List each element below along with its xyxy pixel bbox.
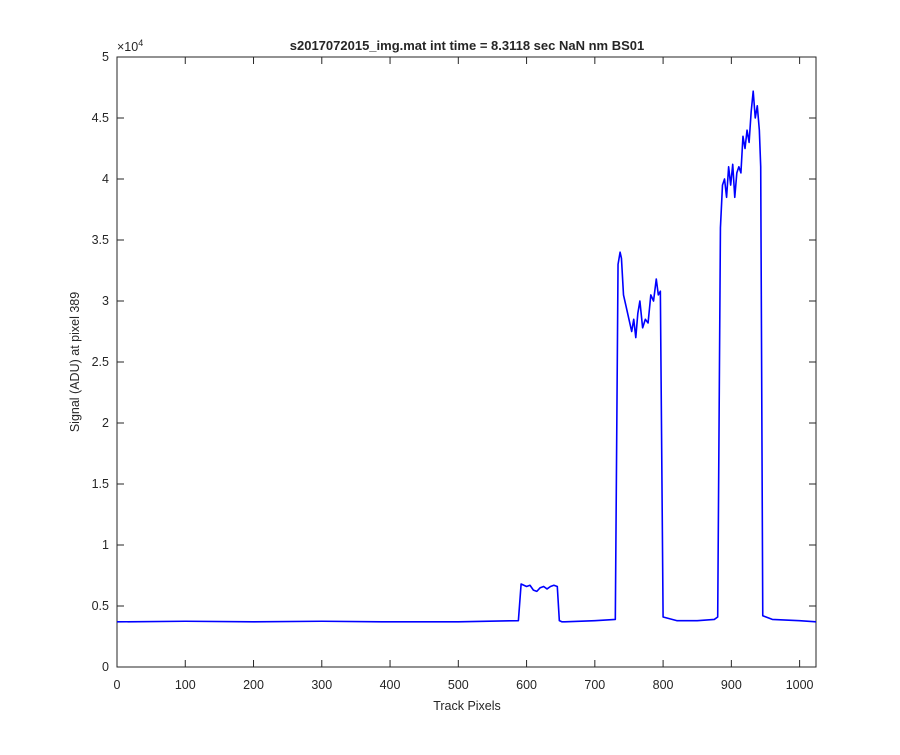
plot-area-box (116, 56, 817, 668)
y-tick-label: 1 (102, 538, 109, 552)
y-tick-label: 4 (102, 172, 109, 186)
y-axis-label: Signal (ADU) at pixel 389 (68, 292, 82, 432)
x-tick-label: 0 (114, 678, 121, 692)
x-tick-label: 100 (175, 678, 196, 692)
x-tick-label: 800 (653, 678, 674, 692)
y-tick-label: 5 (102, 50, 109, 64)
y-tick-label: 2.5 (92, 355, 109, 369)
series-group (116, 90, 817, 623)
y-tick-label: 1.5 (92, 477, 109, 491)
x-tick-label: 1000 (786, 678, 814, 692)
y-tick-label: 3 (102, 294, 109, 308)
y-exponent-base: ×10 (117, 40, 138, 54)
y-exponent-label: ×104 (117, 38, 143, 54)
y-tick-label: 3.5 (92, 233, 109, 247)
x-tick-label: 900 (721, 678, 742, 692)
x-tick-label: 700 (584, 678, 605, 692)
axes (116, 56, 817, 668)
x-tick-label: 400 (380, 678, 401, 692)
x-tick-label: 300 (311, 678, 332, 692)
y-tick-label: 0 (102, 660, 109, 674)
ticks: 0 100 200 300 400 500 600 700 800 900 1000 0 0.5 1 1.5… (92, 50, 816, 692)
y-tick-label: 4.5 (92, 111, 109, 125)
y-exponent-power: 4 (138, 38, 143, 48)
x-tick-label: 200 (243, 678, 264, 692)
y-tick-label: 0.5 (92, 599, 109, 613)
x-tick-label: 600 (516, 678, 537, 692)
x-tick-label: 500 (448, 678, 469, 692)
x-axis-label: Track Pixels (433, 699, 501, 713)
series-line (116, 90, 817, 623)
chart-title: s2017072015_img.mat int time = 8.3118 se… (290, 38, 644, 53)
y-tick-label: 2 (102, 416, 109, 430)
